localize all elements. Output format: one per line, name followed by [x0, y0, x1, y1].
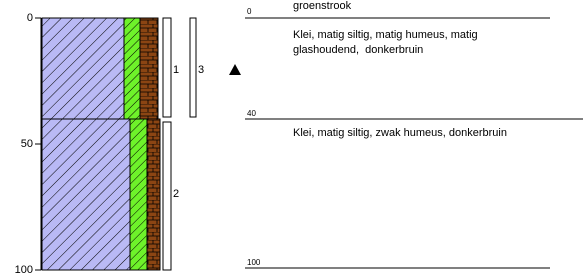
layer-description: Klei, matig siltig, matig humeus, matig	[293, 29, 478, 41]
tick-label: 100	[15, 264, 33, 275]
depth-axis: 0 50 100	[15, 12, 41, 275]
humus-layer	[124, 18, 140, 119]
interval-label: 1	[173, 64, 179, 76]
clay-layer	[42, 119, 130, 270]
tick-label: 50	[21, 138, 33, 150]
color-layer	[140, 18, 158, 119]
color-layer	[147, 119, 160, 270]
intervals	[163, 18, 196, 270]
surface-label: groenstrook	[293, 0, 352, 12]
interval-box	[163, 18, 171, 117]
layer-description: glashoudend, donkerbruin	[293, 44, 423, 56]
boundary-depth: 100	[247, 258, 261, 267]
water-level-marker	[229, 64, 241, 75]
interval-label: 3	[198, 64, 204, 76]
description: 0 40 100 groenstrook Klei, matig siltig,…	[245, 0, 583, 268]
interval-box	[163, 122, 171, 270]
interval-box	[190, 18, 196, 117]
interval-label: 2	[173, 188, 179, 200]
boundary-depth: 40	[247, 109, 256, 118]
soil-column	[42, 18, 160, 270]
boundary-depth: 0	[247, 7, 252, 16]
humus-layer	[130, 119, 147, 270]
tick-label: 0	[27, 12, 33, 24]
boring-log: 0 50 100 1 2 3 0 40 100 groenstrook Klei…	[0, 0, 583, 275]
layer-description: Klei, matig siltig, zwak humeus, donkerb…	[293, 127, 507, 139]
clay-layer	[42, 18, 124, 119]
